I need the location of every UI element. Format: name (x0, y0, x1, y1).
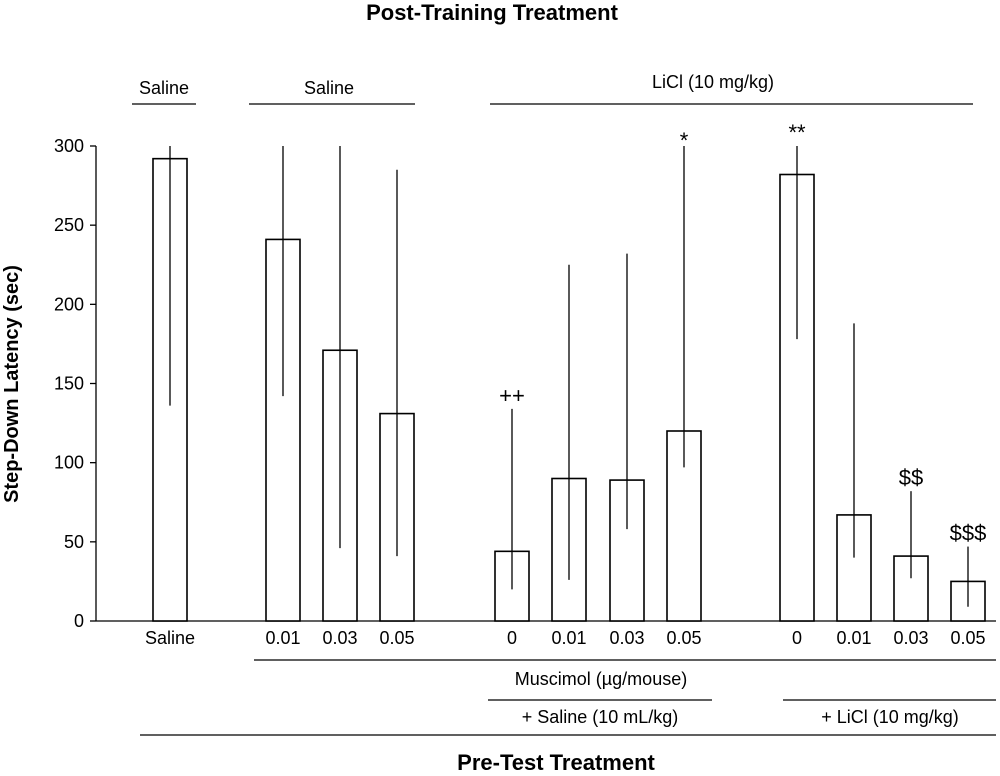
x-tick-label-11: 0.03 (893, 628, 928, 648)
chart-title: Post-Training Treatment (366, 0, 618, 25)
x-tick-label-8: 0.05 (666, 628, 701, 648)
bars-group: Saline 0.01 0.03 0.05 0 ++ 0.01 0.03 0.05 * 0 ** 0.0… (145, 120, 986, 648)
y-axis-ticks: 0 50 100 150 200 250 300 (54, 136, 96, 631)
x-tick-label-12: 0.05 (950, 628, 985, 648)
top-group-label-3: LiCl (10 mg/kg) (652, 72, 774, 92)
y-tick-label-250: 250 (54, 215, 84, 235)
y-tick-label-200: 200 (54, 294, 84, 314)
y-tick-label-50: 50 (64, 532, 84, 552)
y-tick-label-100: 100 (54, 453, 84, 473)
y-tick-label-150: 150 (54, 374, 84, 394)
saline-group-label: + Saline (10 mL/kg) (522, 707, 679, 727)
muscimol-label: Muscimol (µg/mouse) (515, 669, 687, 689)
annotation-12: $$$ (950, 521, 987, 546)
y-tick-label-300: 300 (54, 136, 84, 156)
y-axis-label: Step-Down Latency (sec) (1, 265, 23, 503)
annotation-11: $$ (899, 465, 923, 490)
annotation-8: * (680, 128, 689, 153)
y-tick-label-0: 0 (74, 611, 84, 631)
x-tick-label-9: 0 (792, 628, 802, 648)
x-tick-label-2: 0.01 (265, 628, 300, 648)
x-tick-label-1: Saline (145, 628, 195, 648)
bar-2 (265, 238, 301, 622)
annotation-9: ** (788, 120, 806, 145)
x-tick-label-7: 0.03 (609, 628, 644, 648)
x-tick-label-3: 0.03 (322, 628, 357, 648)
x-tick-label-6: 0.01 (551, 628, 586, 648)
x-tick-label-10: 0.01 (836, 628, 871, 648)
x-tick-label-4: 0.05 (379, 628, 414, 648)
licl-group-label: + LiCl (10 mg/kg) (821, 707, 959, 727)
top-group-label-1: Saline (139, 78, 189, 98)
top-group-label-2: Saline (304, 78, 354, 98)
annotation-5: ++ (499, 383, 525, 408)
x-tick-label-5: 0 (507, 628, 517, 648)
bottom-title: Pre-Test Treatment (457, 750, 655, 775)
